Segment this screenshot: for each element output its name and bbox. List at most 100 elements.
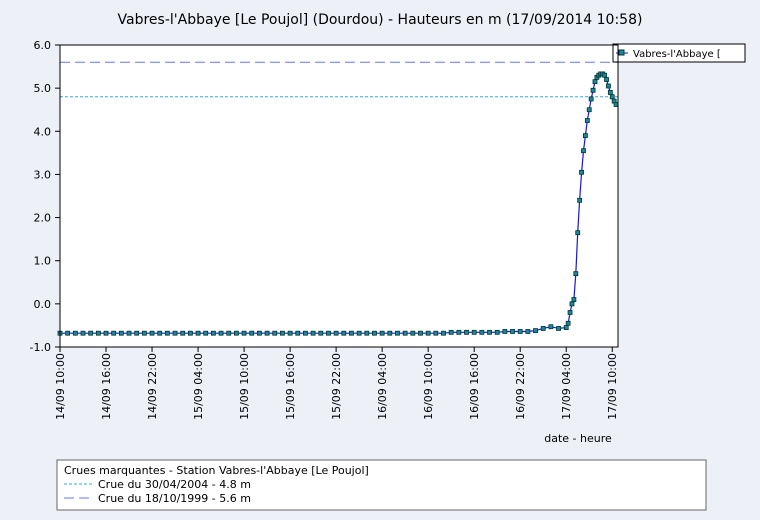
y-tick-label: 1.0	[34, 255, 52, 268]
marker	[379, 330, 385, 336]
marker	[218, 330, 224, 336]
marker	[433, 330, 439, 336]
marker	[88, 330, 94, 336]
marker	[569, 301, 575, 307]
reference-label: Crue du 18/10/1999 - 5.6 m	[98, 492, 251, 505]
y-tick-label: 0.0	[34, 298, 52, 311]
legend-box	[612, 43, 746, 63]
marker	[456, 329, 462, 335]
marker	[579, 169, 584, 175]
marker	[126, 330, 132, 336]
y-tick-label: 6.0	[34, 39, 52, 52]
x-tick-label: 17/09 04:00	[560, 353, 573, 420]
marker	[111, 330, 117, 336]
marker	[510, 329, 515, 334]
legend-marker	[618, 49, 625, 56]
marker	[556, 326, 561, 331]
marker	[318, 330, 324, 336]
x-tick-label: 17/09 10:00	[606, 353, 619, 420]
marker	[567, 310, 573, 315]
y-tick-label: 3.0	[34, 168, 52, 181]
y-tick-label: 5.0	[34, 82, 52, 95]
marker	[95, 330, 101, 336]
x-tick-label: 14/09 16:00	[100, 353, 113, 420]
marker	[333, 330, 339, 336]
marker	[571, 297, 577, 302]
marker	[418, 330, 423, 336]
marker	[257, 330, 262, 336]
marker	[604, 77, 609, 82]
marker	[356, 330, 362, 336]
y-tick-label: -1.0	[30, 341, 51, 354]
marker	[341, 330, 347, 336]
marker	[575, 230, 581, 236]
reference-title: Crues marquantes - Station Vabres-l'Abba…	[64, 464, 369, 477]
marker	[441, 330, 446, 336]
marker	[80, 330, 86, 336]
marker	[134, 330, 140, 336]
marker	[326, 330, 331, 336]
marker	[72, 330, 78, 336]
marker	[118, 330, 124, 336]
marker	[487, 329, 492, 335]
marker	[581, 148, 586, 154]
marker	[540, 326, 546, 331]
marker	[65, 330, 71, 336]
x-tick-label: 14/09 10:00	[54, 353, 67, 420]
marker	[607, 90, 613, 95]
marker	[287, 330, 293, 336]
marker	[303, 330, 308, 336]
x-tick-label: 16/09 04:00	[376, 353, 389, 420]
marker	[387, 330, 393, 336]
x-tick-label: 15/09 10:00	[238, 353, 251, 420]
marker	[590, 87, 596, 93]
marker	[548, 324, 554, 330]
marker	[613, 102, 619, 107]
marker	[592, 79, 598, 85]
legend-label: Vabres-l'Abbaye [	[633, 49, 721, 60]
marker	[471, 329, 477, 335]
marker	[563, 325, 569, 330]
marker	[533, 328, 538, 334]
marker	[172, 330, 178, 336]
marker	[425, 330, 431, 336]
marker	[203, 330, 209, 336]
marker	[280, 330, 285, 336]
marker	[517, 329, 523, 334]
marker	[609, 94, 615, 100]
y-tick-label: 4.0	[34, 125, 52, 138]
marker	[264, 330, 270, 336]
marker	[195, 330, 201, 336]
x-tick-label: 16/09 22:00	[514, 353, 527, 420]
marker	[249, 330, 255, 336]
marker	[241, 330, 247, 336]
reference-label: Crue du 30/04/2004 - 4.8 m	[98, 478, 251, 491]
marker	[395, 330, 400, 336]
marker	[464, 329, 469, 335]
marker	[372, 330, 377, 336]
x-tick-label: 15/09 22:00	[330, 353, 343, 420]
marker	[494, 329, 500, 335]
marker	[502, 329, 508, 334]
marker	[157, 330, 163, 336]
marker	[584, 118, 590, 123]
marker	[295, 330, 301, 336]
marker	[180, 330, 186, 336]
x-tick-label: 16/09 16:00	[468, 353, 481, 420]
marker	[586, 107, 592, 113]
marker	[349, 330, 354, 336]
x-tick-label: 14/09 22:00	[146, 353, 159, 420]
marker	[583, 133, 588, 139]
marker	[234, 330, 239, 336]
marker	[577, 197, 583, 203]
marker	[149, 330, 155, 336]
marker	[141, 330, 147, 336]
x-axis-label: date - heure	[544, 432, 612, 445]
marker	[448, 329, 454, 335]
marker	[410, 330, 416, 336]
x-tick-label: 15/09 16:00	[284, 353, 297, 420]
marker	[364, 330, 370, 336]
chart-title: Vabres-l'Abbaye [Le Poujol] (Dourdou) - …	[118, 12, 643, 28]
marker	[103, 330, 109, 336]
